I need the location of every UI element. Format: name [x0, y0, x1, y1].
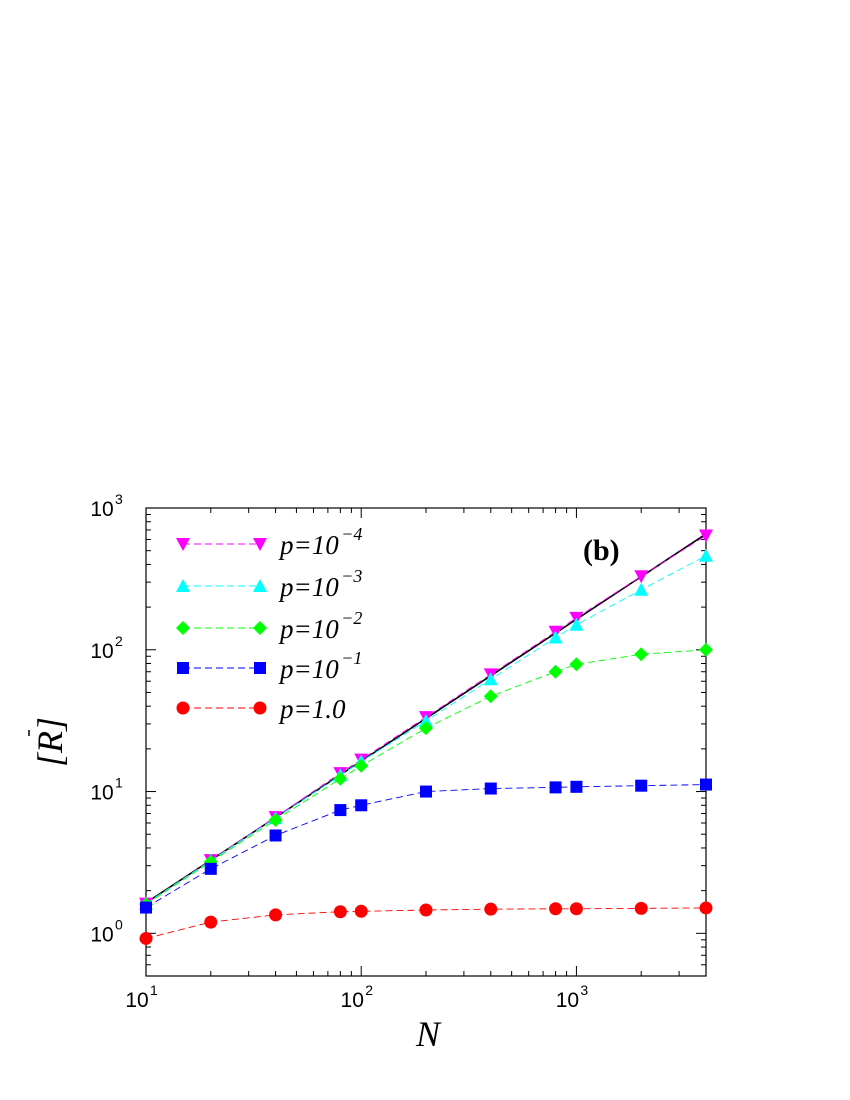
axis-ticks: 10 1 10 2 10 310 010 110 210 3 — [90, 491, 707, 1012]
legend-label: p=1.0 — [278, 694, 346, 724]
data-point — [333, 905, 347, 919]
data-point — [334, 804, 347, 817]
data-point — [634, 582, 649, 596]
y-tick-label: 10 — [90, 782, 113, 805]
legend-exponent: −4 — [341, 524, 362, 544]
data-point — [548, 664, 563, 679]
data-point — [634, 570, 649, 584]
data-point — [699, 548, 713, 562]
data-point — [484, 902, 498, 916]
data-point — [569, 902, 583, 916]
data-point — [419, 903, 433, 917]
series-3 — [140, 778, 712, 914]
legend-label: p=10 — [278, 530, 339, 560]
legend-item: p=10 −4 — [176, 524, 362, 560]
data-point — [569, 617, 584, 631]
panel-label: (b) — [583, 534, 620, 567]
data-point — [699, 642, 713, 657]
data-point — [484, 782, 497, 795]
data-point — [634, 647, 649, 662]
data-point — [204, 862, 217, 875]
data-point — [548, 630, 563, 644]
x-tick-label: 10 — [341, 989, 364, 1012]
series-line — [145, 784, 707, 908]
data-point — [635, 779, 648, 792]
data-point — [204, 915, 218, 929]
x-tick-exponent: 1 — [150, 982, 158, 998]
y-tick-exponent: 1 — [115, 775, 123, 791]
legend-marker — [177, 662, 189, 674]
legend-marker — [176, 538, 190, 551]
data-point — [549, 781, 562, 794]
y-tick-exponent: 3 — [115, 491, 123, 507]
data-point — [420, 785, 432, 798]
data-point — [269, 908, 283, 922]
legend-item: p=1.0 — [176, 694, 346, 724]
legend-item: p=10 −2 — [176, 608, 362, 644]
legend-label: p=10 — [278, 614, 339, 644]
y-tick-label: 10 — [90, 640, 113, 663]
data-point — [354, 904, 368, 918]
legend-item: p=10 −3 — [176, 566, 362, 602]
data-point — [569, 657, 584, 672]
legend-marker — [253, 579, 267, 592]
legend-item: p=10 −1 — [177, 648, 362, 684]
data-point — [699, 529, 713, 543]
data-point — [699, 901, 713, 915]
legend-marker — [176, 621, 190, 635]
x-tick-exponent: 2 — [365, 982, 373, 998]
x-tick-exponent: 3 — [580, 982, 588, 998]
y-tick-exponent: 2 — [115, 633, 123, 649]
y-axis-title: [R] — [28, 717, 70, 767]
legend-exponent: −2 — [341, 608, 362, 628]
series-2 — [139, 642, 713, 912]
data-point — [549, 902, 563, 916]
series-line — [145, 907, 707, 939]
legend: p=10 −4p=10 −3p=10 −2p=10 −1p=1.0 — [176, 524, 362, 724]
y-tick-label: 10 — [90, 498, 113, 521]
y-tick-exponent: 0 — [115, 916, 123, 932]
data-point — [483, 689, 498, 704]
data-point — [140, 901, 152, 914]
series-line — [145, 649, 707, 905]
data-point — [700, 778, 712, 791]
legend-marker — [253, 621, 267, 635]
x-axis-title: N — [415, 1014, 442, 1054]
y-tick-label: 10 — [90, 923, 113, 946]
x-tick-label: 10 — [125, 989, 148, 1012]
x-tick-label: 10 — [556, 989, 579, 1012]
data-point — [355, 799, 368, 812]
data-point — [419, 721, 433, 736]
legend-exponent: −3 — [341, 566, 362, 586]
legend-marker — [253, 538, 267, 551]
data-point — [139, 931, 153, 945]
data-point — [570, 780, 583, 793]
svg-text:[R]: [R] — [30, 717, 70, 767]
series-group — [139, 529, 713, 945]
data-point — [634, 901, 648, 915]
legend-label: p=10 — [278, 572, 339, 602]
data-point — [354, 758, 369, 773]
data-point — [333, 771, 348, 786]
data-point — [483, 672, 498, 686]
data-point — [419, 713, 433, 727]
legend-marker — [176, 701, 190, 715]
data-point — [268, 812, 283, 827]
legend-marker — [176, 579, 190, 592]
data-point — [269, 829, 282, 842]
series-4 — [139, 901, 713, 945]
legend-exponent: −1 — [341, 648, 362, 668]
legend-marker — [254, 662, 266, 674]
legend-label: p=10 — [278, 654, 339, 684]
legend-marker — [253, 701, 267, 715]
